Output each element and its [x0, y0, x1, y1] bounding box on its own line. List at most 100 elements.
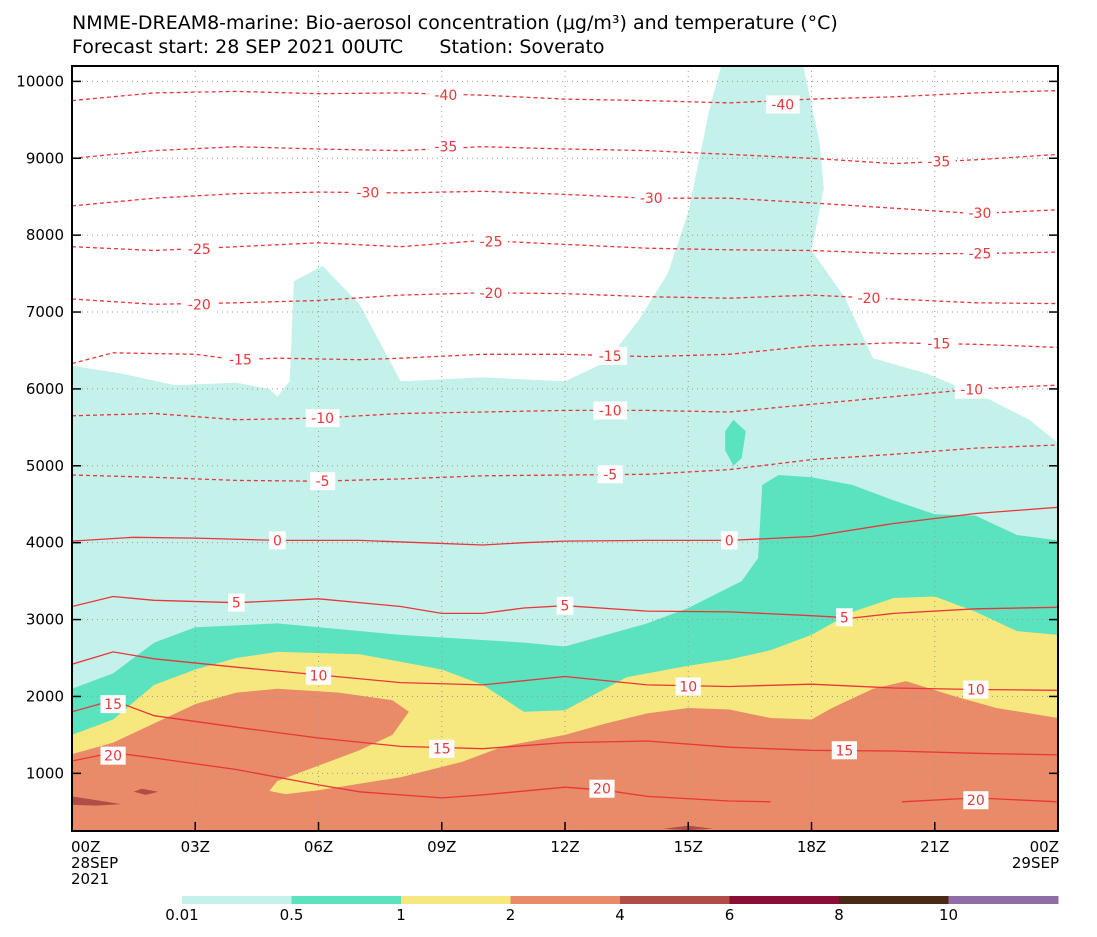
y-tick-label-3: 4000: [26, 534, 64, 552]
colorbar-swatch-5: [729, 896, 840, 904]
isotherm-label-bg-4-1: [474, 283, 508, 302]
isotherm-label-bg-8-1: [721, 531, 738, 550]
isotherm-label-bg-9-2: [836, 608, 853, 627]
isotherm-line-2: [72, 190, 1058, 215]
isotherm-label-bg-2-2: [963, 203, 997, 222]
isotherm-label-13-0: 20: [967, 793, 985, 809]
isotherm-label-1-1: -35: [927, 154, 950, 170]
isotherm-label-9-0: 5: [232, 596, 241, 612]
y-tick-label-1: 2000: [26, 687, 64, 705]
isotherm-label-bg-9-1: [556, 596, 574, 615]
isotherm-label-8-1: 0: [725, 533, 734, 549]
colorbar-label-5: 6: [725, 906, 735, 924]
isotherm-label-12-1: 20: [593, 782, 611, 798]
chart-title: NMME-DREAM8-marine: Bio-aerosol concentr…: [72, 12, 838, 34]
isotherm-line-7: [72, 444, 1058, 482]
isotherm-label-bg-9-0: [228, 593, 245, 612]
isotherm-line-0: [72, 89, 1058, 104]
isotherm-label-10-2: 10: [967, 683, 985, 699]
isotherm-label-1-0: -35: [434, 140, 457, 156]
isotherm-line-6: [72, 384, 1058, 421]
colorbar-swatch-7: [948, 896, 1059, 904]
isotherm-label-2-1: -30: [640, 191, 663, 207]
colorbar-label-2: 1: [396, 906, 406, 924]
colorbar-swatch-3: [510, 896, 621, 904]
isotherm-label-bg-5-2: [921, 334, 956, 353]
isotherm-labels: -40 -40 -35 -35 -30 -30 -30 -25 -25 -25 -20 -20 -20 -…: [100, 86, 997, 810]
isotherm-label-9-2: 5: [840, 610, 849, 626]
isotherm-label-bg-7-1: [597, 465, 623, 484]
y-axis: 1000200030004000500060007000800090001000…: [16, 72, 1058, 782]
y-tick-label-7: 8000: [26, 226, 64, 244]
isotherm-line-11: [72, 699, 1058, 756]
isotherm-line-1: [72, 146, 1058, 165]
isotherm-label-6-2: -10: [960, 383, 983, 399]
isotherm-label-bg-10-2: [963, 680, 989, 699]
colorbar-swatch-1: [291, 896, 402, 904]
x-tick-label-4: 12Z: [550, 838, 579, 856]
isotherm-label-3-2: -25: [969, 247, 992, 263]
isotherm-label-bg-5-1: [593, 346, 628, 365]
isotherm-line-5: [72, 342, 1058, 365]
isotherm-label-bg-1-1: [921, 152, 956, 171]
colorbar-swatch-2: [401, 896, 511, 904]
isotherm-label-bg-0-0: [428, 86, 463, 105]
colorbar-swatch-4: [620, 896, 730, 904]
colorbar-label-1: 0.5: [280, 906, 304, 924]
colorbar: 0.01 0.5 1 2 4 6 8 10: [165, 896, 1059, 924]
isotherm-label-bg-12-1: [589, 779, 615, 798]
isotherm-label-10-1: 10: [679, 679, 697, 695]
x-tick-label-6: 18Z: [797, 838, 826, 856]
isotherm-label-bg-8-0: [269, 531, 286, 550]
isotherm-label-2-2: -30: [969, 206, 992, 222]
isotherm-label-bg-12-0: [100, 746, 126, 765]
isotherm-label-6-0: -10: [311, 411, 334, 427]
isotherm-label-5-0: -15: [229, 353, 252, 369]
isotherm-label-0-0: -40: [434, 88, 457, 104]
isotherm-label-11-0: 15: [104, 697, 122, 713]
isotherm-label-8-0: 0: [273, 533, 282, 549]
isotherm-label-3-1: -25: [480, 234, 503, 250]
isotherm-label-4-0: -20: [188, 297, 211, 313]
x-tick-label-0: 00Z: [71, 838, 100, 856]
y-tick-label-2: 3000: [26, 611, 64, 629]
isotherm-label-bg-0-1: [765, 95, 800, 114]
isotherm-label-bg-6-2: [954, 380, 989, 399]
isotherm-label-bg-2-0: [350, 183, 385, 202]
colorbar-swatch-0: [182, 896, 292, 904]
colorbar-label-4: 4: [615, 906, 625, 924]
isotherm-line-12: [72, 751, 771, 803]
isotherm-line-4: [72, 292, 1058, 305]
isotherm-label-bg-10-1: [675, 677, 701, 696]
isotherm-label-10-0: 10: [310, 669, 328, 685]
x-tick-sublabel-0-0: 28SEP: [71, 854, 118, 872]
colorbar-label-6: 8: [834, 906, 844, 924]
isotherm-label-bg-4-2: [852, 289, 886, 308]
fill-region-4: [72, 796, 122, 806]
x-tick-label-8: 00Z: [1030, 838, 1059, 856]
isotherm-label-bg-3-2: [963, 244, 997, 263]
isotherm-label-0-1: -40: [771, 97, 794, 113]
isotherm-label-bg-2-1: [634, 189, 669, 208]
isotherm-label-4-2: -20: [858, 291, 881, 307]
isotherm-label-7-1: -5: [603, 467, 617, 483]
isotherm-label-12-0: 20: [104, 749, 122, 765]
fill-region-5: [133, 788, 159, 795]
isotherm-label-bg-1-0: [428, 137, 463, 156]
y-tick-label-4: 5000: [26, 457, 64, 475]
isotherm-line-9: [72, 595, 1058, 619]
isotherm-label-bg-11-1: [429, 739, 455, 758]
y-tick-label-9: 10000: [16, 72, 64, 90]
isotherm-label-7-0: -5: [316, 474, 330, 490]
x-tick-label-1: 03Z: [181, 838, 210, 856]
x-tick-label-7: 21Z: [920, 838, 949, 856]
isotherm-line-3: [72, 239, 1058, 255]
isotherm-label-bg-11-0: [100, 695, 126, 714]
isotherm-label-11-2: 15: [835, 743, 853, 759]
x-tick-sublabel-0-1: 2021: [71, 870, 109, 888]
isotherm-label-9-1: 5: [561, 599, 570, 615]
x-tick-label-3: 09Z: [427, 838, 456, 856]
